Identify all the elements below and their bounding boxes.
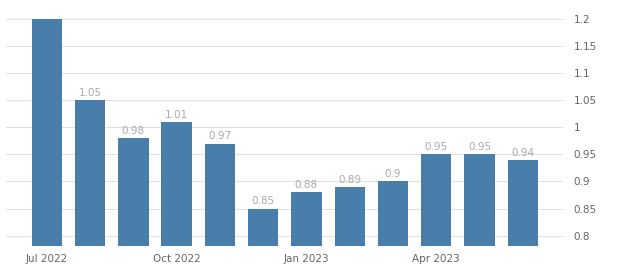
Bar	[32, 19, 62, 280]
Text: 0.89: 0.89	[338, 175, 361, 185]
Bar	[75, 100, 105, 280]
Text: 0.98: 0.98	[122, 126, 145, 136]
Bar	[248, 209, 278, 280]
Text: 0.9: 0.9	[385, 169, 401, 179]
Bar	[291, 192, 321, 280]
Bar	[118, 138, 148, 280]
Bar	[465, 155, 495, 280]
Text: 1.01: 1.01	[165, 110, 188, 120]
Bar	[508, 160, 538, 280]
Text: 0.94: 0.94	[511, 148, 534, 158]
Bar	[205, 144, 235, 280]
Text: 0.88: 0.88	[295, 180, 318, 190]
Text: 0.95: 0.95	[425, 142, 448, 152]
Text: 0.97: 0.97	[209, 132, 232, 141]
Text: 1.2: 1.2	[36, 10, 53, 20]
Text: 0.85: 0.85	[252, 196, 275, 206]
Bar	[378, 181, 408, 280]
Bar	[161, 122, 192, 280]
Bar	[421, 155, 451, 280]
Text: 1.05: 1.05	[79, 88, 102, 98]
Bar	[335, 187, 365, 280]
Text: 0.95: 0.95	[468, 142, 491, 152]
